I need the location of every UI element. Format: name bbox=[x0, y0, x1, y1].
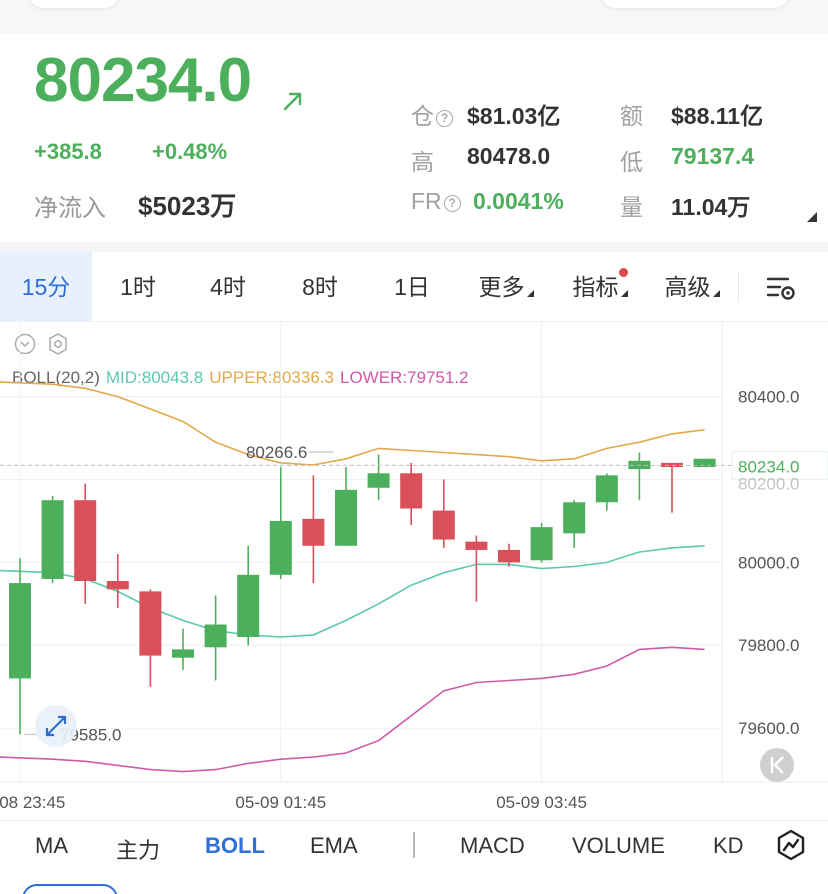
open-interest-label[interactable]: 仓? bbox=[411, 97, 453, 131]
tab-1h[interactable]: 1时 bbox=[120, 274, 156, 300]
collapse-icon[interactable] bbox=[14, 333, 36, 355]
low-value: 79137.4 bbox=[671, 143, 755, 169]
candle bbox=[9, 583, 31, 679]
low-label: 低 bbox=[620, 149, 643, 175]
candle bbox=[432, 510, 455, 540]
candle bbox=[335, 489, 357, 546]
candle bbox=[139, 591, 162, 656]
volume-value: 11.04万 bbox=[671, 194, 751, 220]
open-interest-value: $81.03亿 bbox=[467, 103, 561, 129]
candle bbox=[74, 500, 97, 582]
help-icon[interactable]: ? bbox=[436, 110, 453, 127]
boll-mid: MID:80043.8 bbox=[105, 368, 204, 387]
candlestick-chart[interactable]: 80234.0 80400.0 80200.0 80000.0 79800.0 79600… bbox=[0, 322, 828, 820]
price-change: +385.8 bbox=[34, 139, 102, 164]
expand-icon[interactable] bbox=[35, 705, 77, 747]
indicator-separator bbox=[413, 832, 415, 858]
indicator-macd[interactable]: MACD bbox=[460, 833, 525, 858]
bottom-pill[interactable] bbox=[22, 884, 118, 894]
last-price-tag bbox=[731, 450, 828, 480]
y-tick-label: 79800.0 bbox=[738, 636, 799, 655]
draw-icon[interactable] bbox=[776, 829, 806, 861]
boll-lower-line bbox=[0, 646, 705, 773]
candle bbox=[269, 520, 292, 575]
volume-label: 量 bbox=[620, 194, 643, 220]
dropdown-icon bbox=[526, 290, 534, 297]
candle bbox=[465, 541, 488, 550]
top-right-pill[interactable] bbox=[600, 0, 790, 8]
x-tick-label: 05-08 23:45 bbox=[0, 793, 65, 812]
section-gap bbox=[0, 242, 828, 252]
tab-4h[interactable]: 4时 bbox=[210, 274, 246, 300]
arrow-up-icon bbox=[283, 92, 302, 111]
tab-advanced[interactable]: 高级 bbox=[650, 252, 734, 322]
tab-8h[interactable]: 8时 bbox=[302, 274, 338, 300]
expand-stats-icon[interactable] bbox=[807, 212, 817, 222]
chart-settings-icon[interactable] bbox=[766, 275, 798, 301]
candle bbox=[530, 527, 553, 561]
indicator-kd[interactable]: KD bbox=[713, 833, 744, 858]
y-tick-label: 80400.0 bbox=[738, 388, 799, 407]
price-change-percent: +0.48% bbox=[152, 139, 228, 164]
candle bbox=[41, 500, 64, 579]
turnover-label: 额 bbox=[620, 103, 643, 129]
candle bbox=[172, 649, 194, 658]
boll-upper-line bbox=[0, 381, 705, 466]
tab-separator bbox=[738, 272, 739, 302]
last-price-label: 80234.0 bbox=[738, 457, 799, 476]
indicator-boll[interactable]: BOLL bbox=[205, 833, 265, 858]
high-label: 高 bbox=[411, 149, 434, 175]
tab-15m[interactable]: 15分 bbox=[0, 252, 92, 322]
boll-lower: LOWER:79751.2 bbox=[339, 368, 469, 387]
candle bbox=[498, 549, 520, 563]
gear-icon[interactable] bbox=[47, 332, 69, 356]
scroll-to-latest-icon[interactable] bbox=[760, 748, 794, 782]
indicator-volume[interactable]: VOLUME bbox=[572, 833, 665, 858]
candle bbox=[400, 473, 423, 509]
x-tick-label: 05-09 03:45 bbox=[496, 793, 587, 812]
x-tick-label: 05-09 01:45 bbox=[235, 793, 326, 812]
y-tick-label: 79600.0 bbox=[738, 719, 799, 738]
boll-mid-line bbox=[0, 545, 705, 638]
top-left-pill[interactable] bbox=[28, 0, 120, 8]
candle bbox=[595, 475, 618, 503]
boll-legend: BOLL(20,2) MID:80043.8 UPPER:80336.3 LOWER:… bbox=[12, 368, 475, 388]
candle bbox=[563, 502, 586, 534]
high-label: 80266.6 bbox=[246, 443, 307, 462]
high-value: 80478.0 bbox=[467, 143, 551, 169]
indicator-main-force[interactable]: 主力 bbox=[116, 838, 161, 863]
candle bbox=[302, 518, 325, 546]
boll-name: BOLL(20,2) bbox=[12, 368, 100, 387]
interval-tabs: 15分 1时 4时 8时 1日 更多 指标 高级 bbox=[0, 252, 828, 322]
y-tick-label: 80000.0 bbox=[738, 553, 799, 572]
candle bbox=[106, 581, 129, 590]
tab-indicators[interactable]: 指标 bbox=[558, 252, 642, 322]
candle bbox=[204, 624, 227, 648]
boll-upper: UPPER:80336.3 bbox=[209, 368, 334, 387]
tab-1d[interactable]: 1日 bbox=[394, 274, 430, 300]
netflow-value: $5023万 bbox=[138, 191, 237, 221]
price-panel bbox=[0, 34, 828, 242]
last-price: 80234.0 bbox=[34, 46, 252, 115]
tab-more[interactable]: 更多 bbox=[464, 252, 548, 322]
turnover-value: $88.11亿 bbox=[671, 103, 764, 129]
indicator-ema[interactable]: EMA bbox=[310, 833, 358, 858]
help-icon[interactable]: ? bbox=[443, 195, 461, 212]
candle bbox=[693, 458, 716, 468]
y-tick-label: 80200.0 bbox=[738, 474, 799, 493]
dropdown-icon bbox=[712, 290, 720, 297]
dropdown-icon bbox=[620, 290, 628, 297]
candle bbox=[367, 473, 390, 488]
netflow-label: 净流入 bbox=[34, 195, 106, 222]
indicator-ma[interactable]: MA bbox=[35, 833, 68, 858]
candle bbox=[237, 574, 260, 637]
funding-rate-value: 0.0041% bbox=[473, 188, 564, 214]
funding-rate-label[interactable]: FR? bbox=[411, 188, 461, 215]
notification-dot bbox=[619, 268, 628, 277]
